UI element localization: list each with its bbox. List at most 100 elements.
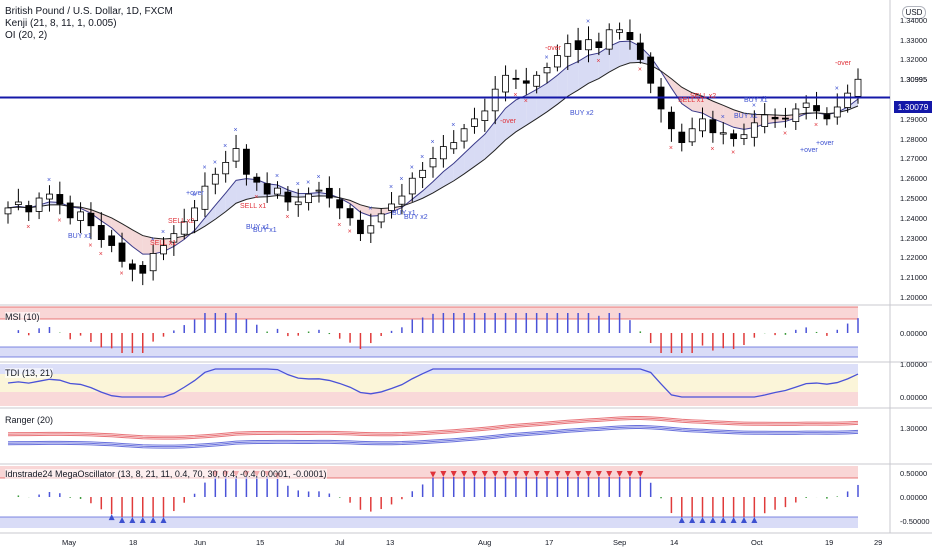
price-axis-label: 1.20000	[900, 293, 928, 302]
ma-cloud-segment	[215, 193, 226, 220]
candle-body	[564, 43, 572, 57]
candle-body	[761, 114, 769, 127]
candle-body	[128, 263, 136, 270]
osc-buy-triangle	[720, 517, 727, 523]
signal-label-buy: BUY x2	[404, 214, 428, 221]
candle-body	[77, 211, 84, 221]
price-axis-label: 1.34000	[900, 15, 928, 25]
price-axis-label: 1.32000	[900, 55, 928, 65]
candle-body	[222, 162, 230, 175]
panel-msi-label[interactable]: MSI (10)	[5, 312, 40, 322]
candle-body	[688, 128, 696, 143]
candle-body	[802, 102, 810, 108]
signal-label-buy: BUY x1	[246, 224, 270, 231]
candle-body	[180, 221, 188, 235]
candle-body	[543, 67, 551, 74]
signal-label-sell: -over	[835, 60, 851, 67]
time-axis-label: 14	[670, 538, 679, 547]
candle-body	[149, 253, 157, 272]
time-axis-label: 17	[545, 538, 554, 547]
signal-marker: ×	[285, 214, 289, 221]
ma-cloud-segment	[619, 41, 630, 67]
time-axis-label: Jul	[335, 538, 345, 547]
osc-sell-triangle	[616, 471, 623, 477]
signal-marker: ×	[752, 102, 756, 109]
ma-cloud-segment	[453, 153, 465, 181]
time-axis-label: 13	[386, 538, 395, 547]
indicator-oi-label[interactable]: OI (20, 2)	[5, 30, 48, 41]
ranger-lower-line	[7, 426, 859, 448]
signal-label-buy: BUY x1	[744, 97, 768, 104]
signal-marker: ×	[306, 179, 310, 186]
osc-sell-triangle	[606, 471, 613, 477]
ma-cloud-segment	[122, 223, 133, 247]
ma-cloud-segment	[236, 178, 247, 204]
candle-body	[170, 233, 178, 243]
last-price-bg	[892, 73, 930, 86]
osc-buy-triangle	[119, 517, 126, 523]
candle-body	[367, 225, 375, 234]
candle-body	[336, 199, 344, 209]
candle-body	[574, 40, 582, 50]
candle-body	[87, 212, 95, 227]
candle-body	[740, 134, 748, 139]
signal-marker: ×	[596, 58, 600, 65]
osc-buy-triangle	[740, 517, 747, 523]
price-axis-label: 1.21000	[900, 273, 928, 283]
signal-marker: ×	[638, 67, 642, 74]
fast-ma-line	[7, 40, 859, 255]
panel-axis-label: 1.30000	[900, 424, 928, 433]
candle-body	[647, 56, 655, 84]
candle-body	[14, 201, 22, 205]
candle-body	[553, 55, 561, 68]
signal-marker: ×	[431, 139, 435, 146]
signal-label-sell: SELL x1	[240, 203, 267, 210]
candle-body	[719, 132, 727, 135]
osc-buy-triangle	[751, 517, 758, 523]
osc-sell-triangle	[523, 471, 530, 477]
candle-body	[844, 92, 852, 108]
candle-body	[25, 205, 33, 213]
ma-cloud-segment	[484, 121, 496, 160]
signal-marker: ×	[275, 173, 279, 180]
signal-marker: ×	[586, 18, 590, 25]
panel-ranger-label[interactable]: Ranger (20)	[5, 415, 54, 425]
candle-body	[191, 207, 198, 222]
ranger-upper-line	[7, 419, 859, 440]
candle-body	[211, 173, 219, 185]
candle-body	[502, 74, 509, 93]
signal-label-buy: BUY x1	[253, 227, 277, 234]
price-axis-label: 1.29000	[900, 114, 928, 124]
price-axis-label: 1.27000	[900, 154, 928, 164]
osc-sell-triangle	[595, 471, 602, 477]
panel-tdi-label[interactable]: TDI (13, 21)	[5, 368, 54, 378]
signal-label-sell: -over	[500, 118, 516, 125]
osc-sell-triangle	[564, 471, 571, 477]
ranger-upper-line	[7, 416, 859, 437]
signal-marker: ×	[192, 192, 196, 199]
osc-sell-triangle	[533, 471, 540, 477]
candle-body	[274, 187, 281, 195]
indicator-kenji-label[interactable]: Kenji (21, 8, 11, 1, 0.005)	[5, 18, 117, 29]
candle-body	[377, 213, 385, 223]
ma-cloud-segment	[712, 101, 724, 123]
currency-button[interactable]: USD	[902, 6, 926, 19]
signal-marker: ×	[710, 146, 714, 153]
panel-megaoscillator-label[interactable]: Idnstrade24 MegaOscillator (13, 8, 21, 1…	[5, 469, 327, 479]
osc-sell-triangle	[502, 471, 509, 477]
candle-body	[66, 202, 74, 219]
signal-marker: ×	[254, 194, 258, 201]
ma-cloud-segment	[225, 180, 237, 212]
ma-cloud-segment	[350, 200, 361, 213]
ranger-upper-line	[7, 417, 859, 439]
signal-marker: ×	[783, 131, 787, 138]
candle-body	[481, 110, 489, 121]
signal-label-sell: -over	[545, 45, 561, 52]
candle-body	[139, 264, 147, 274]
time-axis-label: May	[62, 538, 77, 547]
ma-cloud-segment	[567, 61, 579, 97]
signal-marker: ×	[26, 224, 30, 231]
price-axis-label: 1.22000	[900, 253, 928, 263]
current-price-tag: 1.30079	[894, 101, 932, 113]
